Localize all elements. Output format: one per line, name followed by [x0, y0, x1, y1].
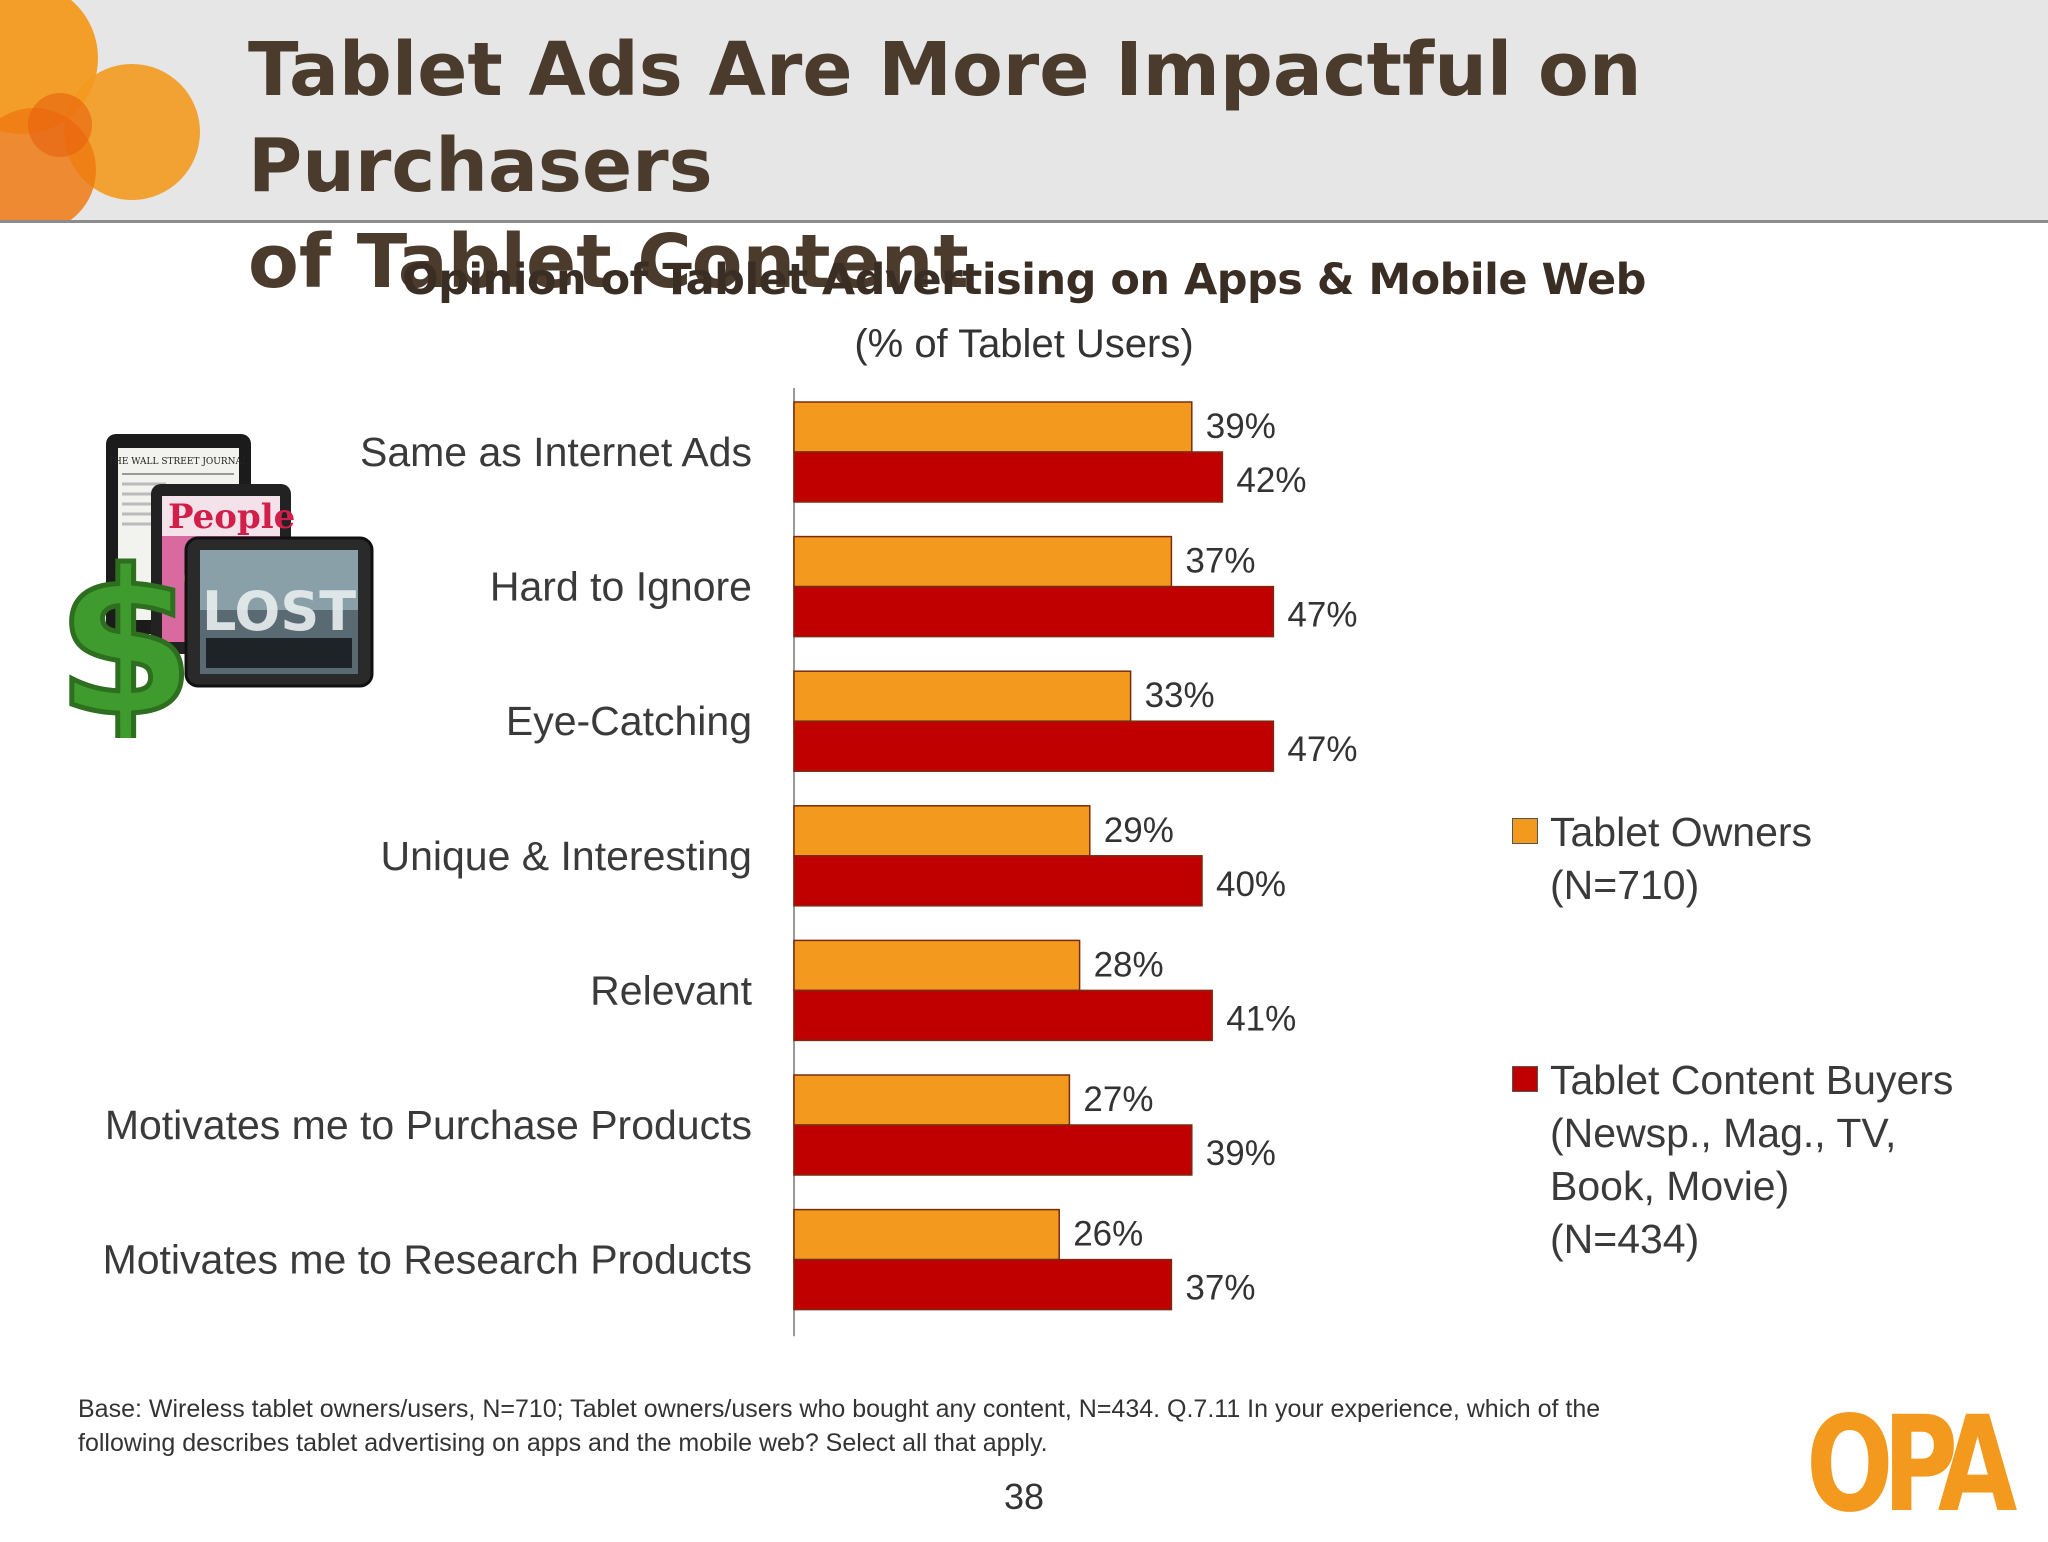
decorative-circles-icon [0, 0, 200, 220]
footnote-line-1: Base: Wireless tablet owners/users, N=71… [78, 1395, 1601, 1423]
chart-subtitle: (% of Tablet Users) [854, 322, 1194, 366]
bar-content-buyers [793, 989, 1213, 1042]
bar-chart: Same as Internet Ads 39% 42% Hard to Ignore… [103, 388, 1357, 1337]
value-label: 47% [1287, 596, 1357, 635]
value-label: 42% [1236, 461, 1306, 500]
newspaper-masthead: THE WALL STREET JOURNAL [108, 457, 248, 467]
slide-title-line-1: Tablet Ads Are More Impactful on Purchas… [248, 27, 1642, 209]
legend-swatch-content-buyers [1512, 1066, 1538, 1092]
value-label: 37% [1185, 542, 1255, 581]
bar-content-buyers [793, 720, 1275, 772]
dollar-sign-icon: $ [56, 528, 195, 738]
value-label: 39% [1206, 1134, 1276, 1173]
bar-tablet-owners [793, 670, 1132, 722]
bar-tablet-owners [793, 805, 1091, 857]
value-label: 27% [1083, 1080, 1153, 1119]
category-label: Motivates me to Purchase Products [105, 1102, 752, 1148]
bar-content-buyers [793, 855, 1203, 907]
bar-tablet-owners [793, 1208, 1060, 1261]
legend-item-content-buyers: Tablet Content Buyers (Newsp., Mag., TV,… [1512, 1054, 1953, 1266]
category-label: Hard to Ignore [490, 564, 752, 610]
bar-content-buyers [793, 1258, 1173, 1311]
value-label: 26% [1073, 1215, 1143, 1254]
magazine-title: People [168, 497, 295, 537]
slide-title: Tablet Ads Are More Impactful on Purchas… [248, 22, 2028, 310]
legend-tablet-owners-line-1: Tablet Owners [1550, 809, 1813, 855]
bar-content-buyers [793, 585, 1275, 638]
value-label: 37% [1185, 1269, 1255, 1308]
bar-content-buyers [793, 451, 1224, 503]
category-label: Eye-Catching [506, 698, 752, 744]
category-label: Relevant [590, 967, 752, 1013]
legend-swatch-tablet-owners [1512, 818, 1538, 844]
page-number: 38 [1003, 1476, 1045, 1517]
category-label: Unique & Interesting [380, 833, 752, 879]
value-label: 41% [1226, 999, 1296, 1038]
value-label: 28% [1094, 945, 1164, 984]
bar-tablet-owners [793, 1074, 1071, 1126]
footnote-line-2: following describes tablet advertising o… [78, 1429, 1048, 1457]
tablets-dollar-illustration-icon: THE WALL STREET JOURNAL People LOST $ [56, 434, 374, 738]
legend-content-buyers-line-1: Tablet Content Buyers [1550, 1057, 1954, 1103]
bar-tablet-owners [793, 401, 1193, 453]
legend-content-buyers-line-3: Book, Movie) [1550, 1163, 1790, 1209]
value-label: 33% [1145, 676, 1215, 715]
legend-item-tablet-owners: Tablet Owners (N=710) [1512, 806, 1812, 912]
slide-title-line-2: of Tablet Content [248, 219, 969, 305]
bar-tablet-owners [793, 535, 1173, 588]
opa-logo: OPA [1806, 1388, 2017, 1542]
legend-content-buyers-line-4: (N=434) [1550, 1216, 1700, 1262]
legend-content-buyers-line-2: (Newsp., Mag., TV, [1550, 1110, 1897, 1156]
value-label: 39% [1206, 407, 1276, 446]
chart-title: Opinion of Tablet Advertising on Apps & … [402, 255, 1646, 305]
value-label: 29% [1104, 811, 1174, 850]
bar-tablet-owners [793, 939, 1081, 992]
category-label: Motivates me to Research Products [103, 1237, 752, 1283]
value-label: 47% [1287, 730, 1357, 769]
show-title: LOST [202, 580, 356, 643]
legend-tablet-owners-line-2: (N=710) [1550, 862, 1700, 908]
footnote: Base: Wireless tablet owners/users, N=71… [78, 1392, 1718, 1460]
category-label: Same as Internet Ads [360, 429, 752, 475]
value-label: 40% [1216, 865, 1286, 904]
bar-content-buyers [793, 1124, 1193, 1176]
slide-header: Tablet Ads Are More Impactful on Purchas… [0, 0, 2048, 305]
